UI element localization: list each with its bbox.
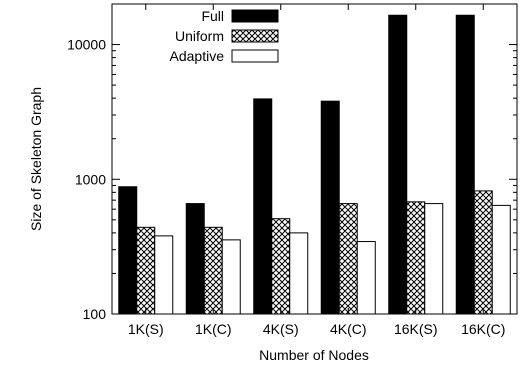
x-tick-label: 1K(S) <box>128 321 164 337</box>
bars-group <box>118 14 511 315</box>
legend-label-adaptive: Adaptive <box>170 48 225 64</box>
bar-adaptive-1kc <box>221 239 241 315</box>
bar-full-4ks <box>253 98 273 315</box>
bar-uniform-4ks <box>271 218 291 315</box>
legend: Full Uniform Adaptive <box>170 8 279 64</box>
bar-adaptive-16kc <box>491 204 511 315</box>
legend-swatch-uniform <box>231 29 279 43</box>
bar-full-1ks <box>118 186 138 315</box>
bar-uniform-4kc <box>338 203 358 315</box>
y-axis-title: Size of Skeleton Graph <box>28 87 44 231</box>
legend-label-full: Full <box>201 8 224 24</box>
x-axis: 1K(S) 1K(C) 4K(S) 4K(C) 16K(S) 16K(C) <box>128 4 505 337</box>
y-tick-label: 100 <box>83 306 107 322</box>
bar-adaptive-4kc <box>356 241 376 315</box>
x-tick-label: 16K(C) <box>461 321 505 337</box>
bar-full-1kc <box>185 203 205 315</box>
bar-adaptive-4ks <box>289 232 309 315</box>
x-tick-label: 4K(C) <box>330 321 367 337</box>
y-tick-label: 1000 <box>75 171 106 187</box>
x-tick-label: 4K(S) <box>263 321 299 337</box>
y-tick-label: 10000 <box>67 37 106 53</box>
legend-swatch-adaptive <box>231 49 279 63</box>
x-tick-label: 1K(C) <box>195 321 232 337</box>
plot-frame <box>111 3 518 315</box>
bar-full-16ks <box>388 14 408 315</box>
legend-label-uniform: Uniform <box>175 28 224 44</box>
bar-full-16kc <box>455 14 475 315</box>
bar-uniform-1kc <box>203 226 223 315</box>
bar-full-4kc <box>320 100 340 315</box>
x-tick-label: 16K(S) <box>394 321 438 337</box>
bar-adaptive-16ks <box>424 203 444 315</box>
x-axis-title: Number of Nodes <box>259 347 369 363</box>
y-axis: 100 1000 10000 <box>67 3 517 322</box>
legend-swatch-full <box>231 9 279 23</box>
bar-adaptive-1ks <box>154 235 174 315</box>
bar-uniform-16kc <box>473 190 493 315</box>
bar-uniform-1ks <box>136 226 156 315</box>
bar-uniform-16ks <box>406 201 426 315</box>
